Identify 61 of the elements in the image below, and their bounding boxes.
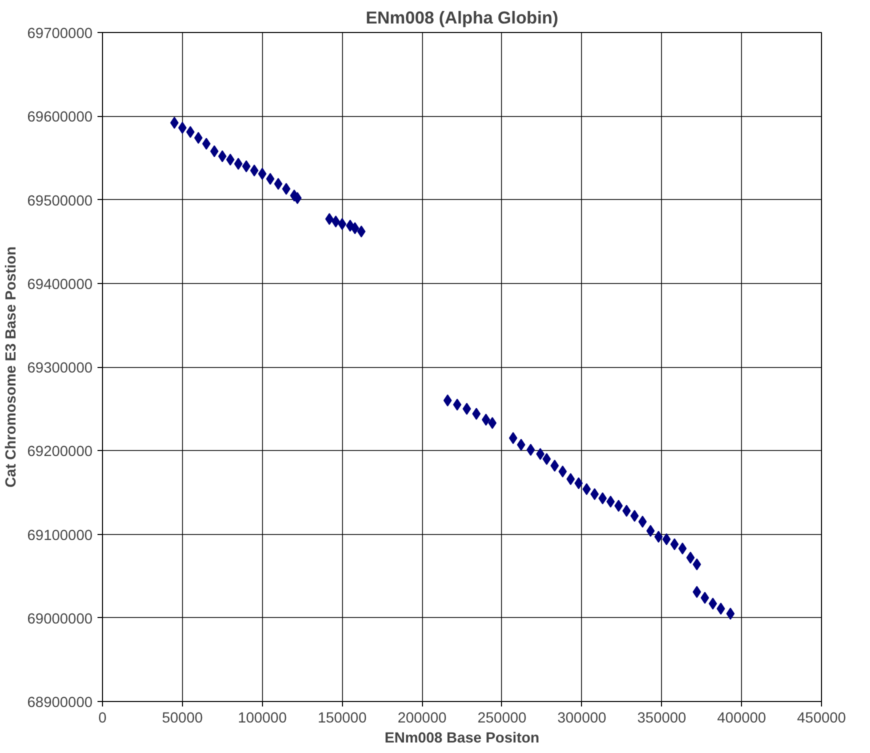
point [516,438,526,451]
point [508,432,518,444]
point [488,417,497,430]
point [646,524,655,537]
point [566,473,575,486]
point [443,394,452,406]
point [170,116,179,129]
point [178,122,187,134]
y-tick-label: 68900000 [27,695,93,711]
point [692,558,702,570]
point [726,608,735,620]
y-tick-label: 69700000 [27,26,93,42]
x-tick-label: 50000 [162,710,203,726]
point [590,488,599,500]
x-tick-label: 200000 [398,710,447,726]
point [186,126,195,138]
x-tick-label: 300000 [557,710,606,726]
x-tick-label: 250000 [477,710,526,726]
point [350,222,360,234]
point [598,492,607,504]
point [194,132,203,144]
point [210,145,219,158]
x-tick-label: 150000 [318,710,367,726]
point [614,500,623,512]
point [574,477,583,490]
point [708,598,718,610]
x-tick-label: 400000 [717,710,766,726]
y-tick-label: 69200000 [27,444,93,460]
y-tick-label: 69400000 [27,276,93,293]
point [558,466,567,478]
x-tick-label: 0 [98,710,107,726]
point [482,414,490,426]
x-axis-title: ENm008 Base Positon [384,730,540,746]
chart-title: ENm008 (Alpha Globin) [366,8,558,28]
point [692,586,702,598]
point [678,542,687,554]
point [686,552,695,564]
point [716,602,726,615]
point [630,510,639,522]
y-axis-title: Cat Chromosome E3 Base Postion [3,246,20,488]
y-tick-label: 69100000 [27,528,93,544]
point [670,538,679,550]
x-tick-label: 350000 [637,710,686,726]
point [662,533,671,546]
point [472,408,481,420]
point [325,212,334,225]
point [606,496,615,508]
y-tick-label: 69600000 [27,110,93,126]
point [202,138,211,150]
point [654,530,663,543]
y-tick-label: 69300000 [27,360,93,376]
y-tick-label: 69000000 [27,611,93,628]
point [700,592,710,604]
point [638,516,647,528]
point [622,504,631,517]
point [357,226,366,238]
point [582,483,591,496]
x-tick-label: 100000 [238,710,287,726]
y-tick-label: 69500000 [27,193,93,210]
x-tick-label: 450000 [797,710,846,726]
point [338,218,346,230]
